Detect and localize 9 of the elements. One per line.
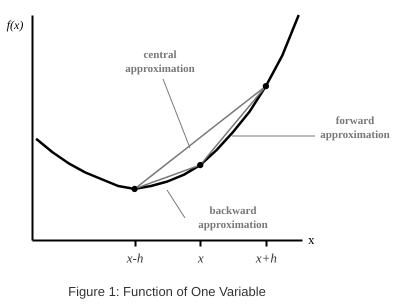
x-axis-title: x xyxy=(308,232,315,247)
x-tick-label: x xyxy=(196,250,204,266)
text: central approximation xyxy=(125,49,195,75)
text: forward approximation xyxy=(320,115,390,141)
y-axis-title: f(x) xyxy=(6,18,24,32)
text: backward approximation xyxy=(198,205,268,231)
caption: Figure 1: Function of One Variable xyxy=(68,284,266,299)
x-tick-label: x+h xyxy=(254,250,277,266)
x-tick-label: x-h xyxy=(126,250,144,266)
